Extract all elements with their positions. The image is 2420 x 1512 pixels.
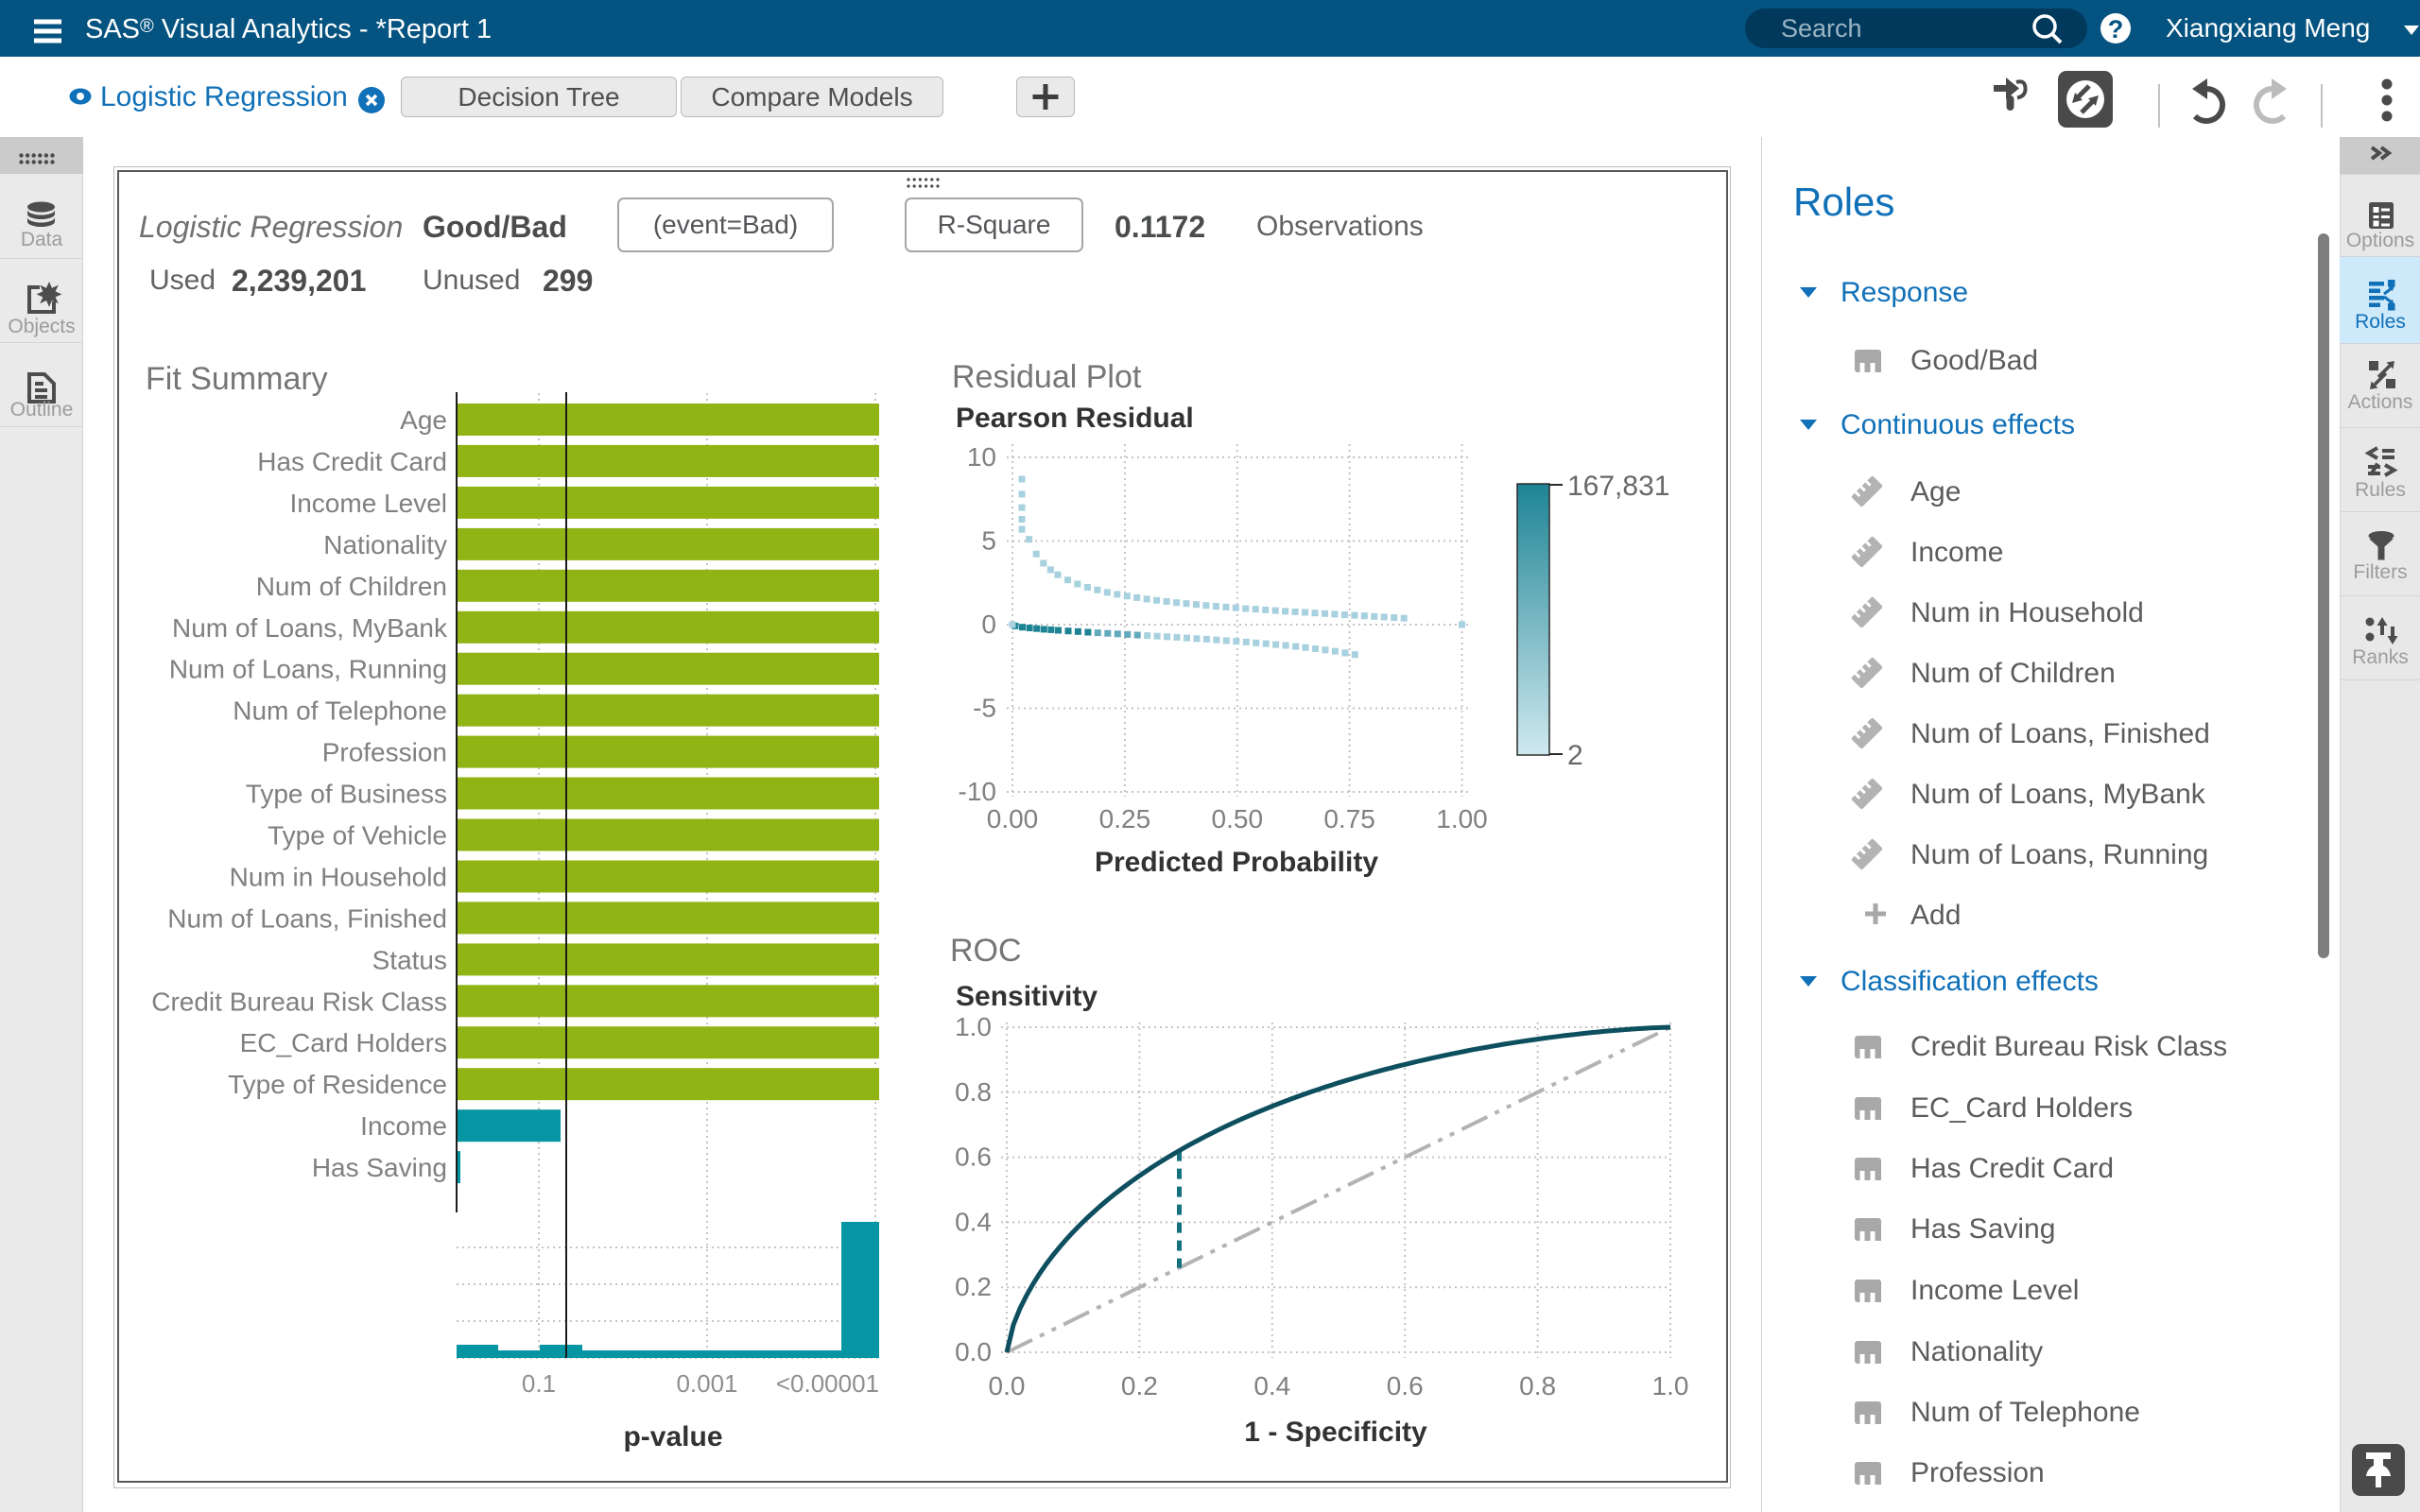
svg-text:Income: Income [1910,537,2003,568]
svg-text:Income Level: Income Level [1910,1275,2079,1306]
svg-text:Nationality: Nationality [1910,1336,2043,1367]
svg-text:Num of Loans, MyBank: Num of Loans, MyBank [1910,779,2206,810]
svg-text:Has Saving: Has Saving [1910,1213,2055,1245]
svg-text:Classification effects: Classification effects [1841,966,2099,997]
svg-text:Good/Bad: Good/Bad [1910,345,2038,376]
svg-text:Continuous effects: Continuous effects [1841,409,2075,440]
svg-text:Num of Telephone: Num of Telephone [1910,1397,2140,1428]
svg-text:EC_Card Holders: EC_Card Holders [1910,1092,2133,1124]
svg-text:Num in Household: Num in Household [1910,597,2144,628]
svg-text:Has Credit Card: Has Credit Card [1910,1153,2114,1184]
svg-text:Num of Children: Num of Children [1910,658,2116,689]
svg-text:Profession: Profession [1910,1457,2045,1488]
svg-text:Num of Loans, Running: Num of Loans, Running [1910,839,2208,870]
svg-text:Num of Loans, Finished: Num of Loans, Finished [1910,718,2210,749]
svg-text:Response: Response [1841,277,1968,308]
svg-text:Credit Bureau Risk Class: Credit Bureau Risk Class [1910,1031,2227,1062]
svg-text:?: ? [2108,15,2124,43]
svg-text:Age: Age [1910,476,1961,507]
svg-text:Add: Add [1910,900,1961,931]
